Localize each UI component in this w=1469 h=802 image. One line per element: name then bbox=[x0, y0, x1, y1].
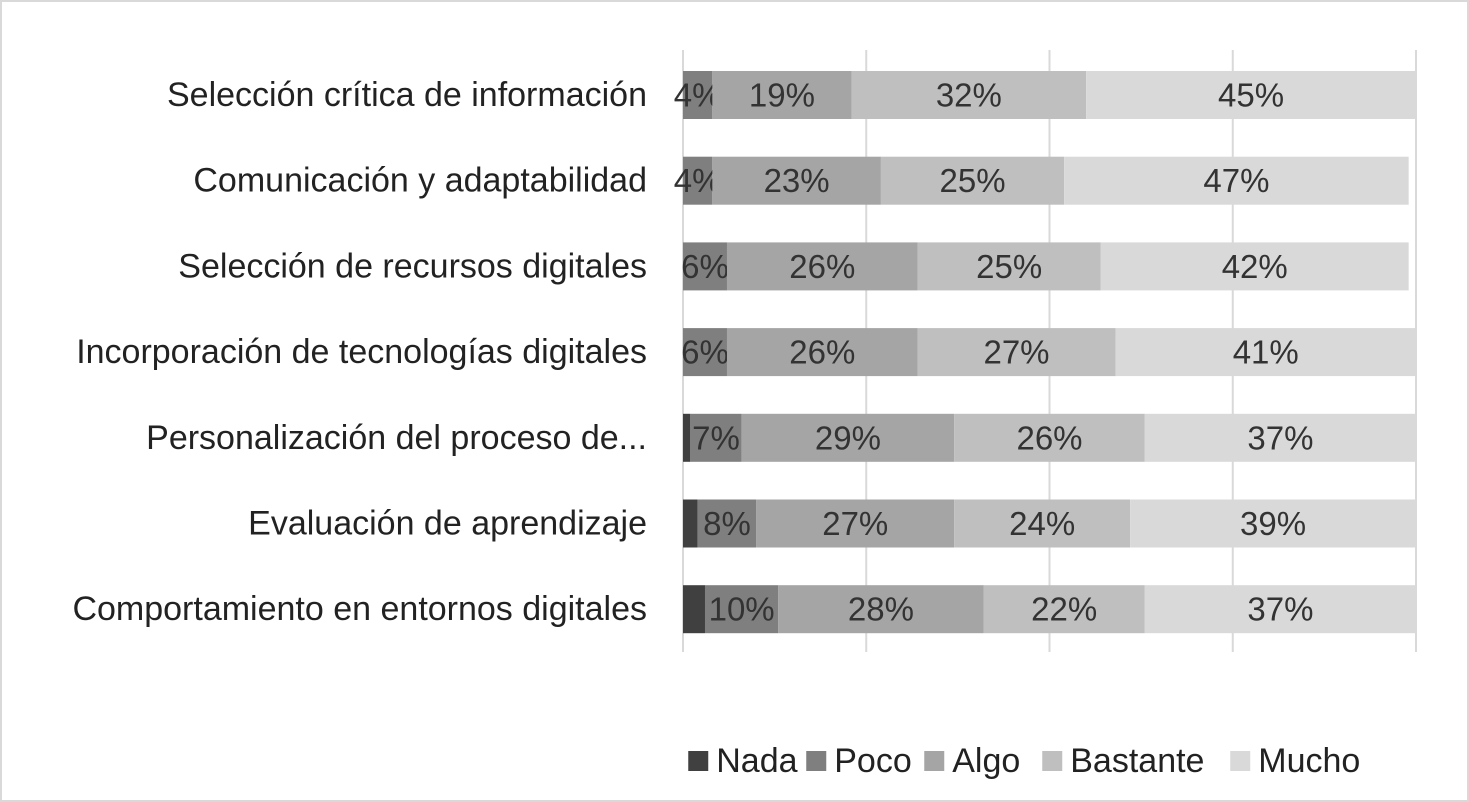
bar-segment bbox=[726, 328, 918, 377]
data-label: 41% bbox=[1233, 334, 1299, 371]
data-label: 37% bbox=[1247, 419, 1313, 456]
data-label: 26% bbox=[789, 334, 855, 371]
data-label: 27% bbox=[822, 505, 888, 542]
bar-segment bbox=[1144, 413, 1416, 462]
bar-segment bbox=[1100, 242, 1409, 291]
legend-swatch bbox=[1230, 751, 1251, 771]
bar-segment bbox=[683, 328, 727, 377]
bar-segment bbox=[880, 156, 1065, 205]
bars: 4% 19% 32% 45%4% 23% 25% 47%6% 26% 25% 42%6% 26% 27… bbox=[674, 71, 1416, 634]
data-label: 28% bbox=[848, 591, 914, 628]
bar-segment bbox=[712, 71, 852, 119]
bar-segment bbox=[778, 585, 984, 634]
data-label: 10% bbox=[709, 591, 775, 628]
category-label: Personalización del proceso de... bbox=[146, 419, 647, 457]
data-label: 22% bbox=[1031, 591, 1097, 628]
bar-segment bbox=[697, 499, 757, 548]
data-label: 26% bbox=[789, 248, 855, 285]
legend-swatch bbox=[688, 751, 709, 771]
data-label: 27% bbox=[983, 334, 1049, 371]
legend-item: Nada bbox=[688, 742, 798, 780]
bar-segment bbox=[1130, 499, 1416, 548]
data-label: 7% bbox=[692, 419, 740, 456]
bar-segment bbox=[683, 585, 705, 634]
bar-segment bbox=[851, 71, 1087, 119]
legend-item: Poco bbox=[806, 742, 912, 780]
legend-item: Mucho bbox=[1230, 742, 1360, 780]
bar-segment bbox=[756, 499, 955, 548]
data-label: 26% bbox=[1016, 419, 1082, 456]
legend-label: Algo bbox=[952, 742, 1020, 780]
data-label: 25% bbox=[940, 162, 1006, 199]
legend-swatch bbox=[806, 751, 827, 771]
bar-segment bbox=[683, 156, 713, 205]
bar-segment bbox=[683, 499, 698, 548]
bar-segment bbox=[917, 328, 1116, 377]
bar-segment bbox=[1086, 71, 1416, 119]
category-label: Comunicación y adaptabilidad bbox=[193, 162, 647, 200]
bar-segment bbox=[1144, 585, 1416, 634]
legend-label: Poco bbox=[834, 742, 912, 780]
bar-segment bbox=[954, 413, 1145, 462]
bar-segment bbox=[704, 585, 779, 634]
bar-segment bbox=[983, 585, 1145, 634]
bar-segment bbox=[1115, 328, 1416, 377]
category-label: Incorporación de tecnologías digitales bbox=[76, 333, 647, 371]
legend-label: Mucho bbox=[1258, 742, 1360, 780]
legend-label: Bastante bbox=[1070, 742, 1204, 780]
data-label: 47% bbox=[1203, 162, 1269, 199]
legend-label: Nada bbox=[716, 742, 797, 780]
data-label: 39% bbox=[1240, 505, 1306, 542]
data-label: 25% bbox=[976, 248, 1042, 285]
category-label: Selección crítica de información bbox=[167, 76, 647, 114]
data-label: 19% bbox=[749, 77, 815, 114]
bar-segment bbox=[954, 499, 1131, 548]
data-label: 32% bbox=[936, 77, 1002, 114]
legend-item: Bastante bbox=[1042, 742, 1204, 780]
bar-segment bbox=[683, 242, 727, 291]
data-label: 45% bbox=[1218, 77, 1284, 114]
bar-segment bbox=[1064, 156, 1409, 205]
bar-segment bbox=[683, 71, 713, 119]
legend-swatch bbox=[1042, 751, 1063, 771]
data-label: 6% bbox=[681, 334, 729, 371]
bar-segment bbox=[917, 242, 1101, 291]
data-label: 8% bbox=[703, 505, 751, 542]
data-label: 6% bbox=[681, 248, 729, 285]
bar-segment bbox=[741, 413, 955, 462]
bar-segment bbox=[690, 413, 742, 462]
data-label: 37% bbox=[1247, 591, 1313, 628]
category-label: Comportamiento en entornos digitales bbox=[72, 590, 647, 628]
legend-swatch bbox=[924, 751, 945, 771]
data-label: 42% bbox=[1222, 248, 1288, 285]
bar-segment bbox=[683, 413, 691, 462]
category-labels: Selección crítica de información Comunica… bbox=[72, 76, 647, 628]
data-label: 23% bbox=[764, 162, 830, 199]
legend: Nada Poco Algo Bastante Mucho bbox=[688, 742, 1360, 780]
data-label: 29% bbox=[815, 419, 881, 456]
category-label: Evaluación de aprendizaje bbox=[248, 505, 647, 543]
bar-segment bbox=[712, 156, 881, 205]
legend-item: Algo bbox=[924, 742, 1020, 780]
bar-segment bbox=[726, 242, 918, 291]
data-label: 24% bbox=[1009, 505, 1075, 542]
category-label: Selección de recursos digitales bbox=[178, 247, 647, 285]
